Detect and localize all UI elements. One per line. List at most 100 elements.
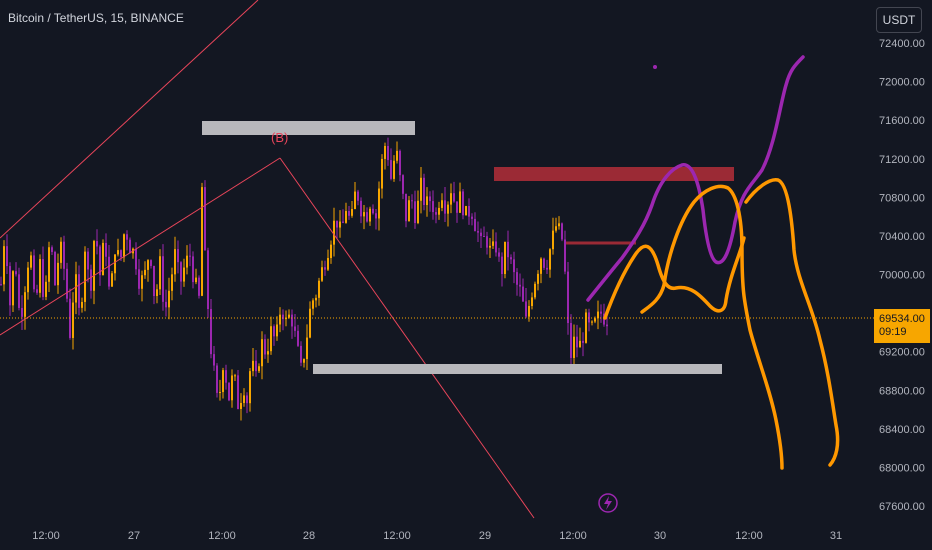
candle-body — [321, 267, 323, 281]
candle-body — [477, 231, 479, 233]
currency-button[interactable]: USDT — [876, 7, 922, 33]
trendline-down[interactable] — [279, 157, 535, 519]
candle-body — [414, 201, 416, 224]
symbol-title[interactable]: Bitcoin / TetherUS, 15, BINANCE — [8, 11, 184, 25]
candle-body — [90, 269, 92, 291]
x-tick-label: 31 — [830, 530, 842, 542]
orange-projection-path-2[interactable] — [640, 184, 784, 470]
candle-body — [210, 309, 212, 355]
candle-body — [369, 208, 371, 222]
candle-body — [522, 286, 524, 302]
candle-body — [492, 241, 494, 246]
red-box[interactable] — [494, 167, 734, 181]
orange-projection-path-1[interactable] — [603, 236, 746, 320]
candle-body — [558, 223, 560, 227]
candle-body — [495, 241, 497, 253]
candle-body — [261, 339, 263, 367]
candle-body — [285, 317, 287, 320]
candle-body — [51, 247, 53, 252]
current-price-value: 69534.00 — [879, 313, 925, 325]
candle-body — [543, 258, 545, 268]
candle-body — [555, 226, 557, 231]
candle-body — [432, 201, 434, 213]
candle-body — [576, 336, 578, 348]
y-tick-label: 68400.00 — [879, 424, 925, 436]
candle-body — [114, 254, 116, 274]
purple-projection-path[interactable] — [586, 55, 805, 302]
candle-body — [177, 249, 179, 263]
candle-body — [306, 337, 308, 360]
drawings-layer — [0, 0, 874, 519]
candle-body — [99, 246, 101, 276]
candle-body — [18, 274, 20, 308]
candle-body — [9, 266, 11, 306]
candle-body — [345, 211, 347, 223]
y-tick-label: 68800.00 — [879, 385, 925, 397]
candle-body — [96, 241, 98, 247]
wave-label[interactable]: (B) — [271, 130, 288, 145]
candle-body — [165, 301, 167, 308]
candle-body — [123, 234, 125, 258]
lightning-icon[interactable] — [598, 493, 618, 513]
candle-body — [180, 262, 182, 282]
trendline-mid[interactable] — [0, 157, 281, 336]
candle-body — [270, 326, 272, 352]
candle-body — [237, 375, 239, 409]
candle-body — [453, 193, 455, 202]
y-tick-label: 70000.00 — [879, 270, 925, 282]
candle-body — [333, 220, 335, 245]
candle-body — [276, 324, 278, 337]
candle-body — [36, 289, 38, 293]
candle-body — [459, 191, 461, 213]
orange-projection-path-3[interactable] — [744, 178, 840, 467]
x-tick-label: 12:00 — [32, 530, 60, 542]
price-axis[interactable]: 67600.00 68000.00 68400.00 68800.00 69200.00… — [879, 38, 925, 513]
candle-body — [531, 297, 533, 307]
candle-body — [159, 256, 161, 290]
countdown-timer: 09:19 — [879, 326, 907, 338]
candle-body — [228, 382, 230, 401]
current-price-tag: 69534.00 09:19 — [874, 309, 930, 343]
candle-body — [135, 248, 137, 270]
candle-body — [450, 193, 452, 205]
candle-body — [411, 200, 413, 202]
candles-layer — [0, 137, 608, 421]
candle-body — [429, 196, 431, 202]
candle-body — [597, 311, 599, 319]
candle-body — [465, 206, 467, 216]
candle-body — [111, 273, 113, 287]
time-axis[interactable]: 12:00 27 12:00 28 12:00 29 12:00 30 12:00 31 — [32, 530, 842, 542]
candle-body — [357, 191, 359, 201]
trendline-upper[interactable] — [0, 0, 259, 239]
candle-body — [171, 274, 173, 291]
candle-body — [438, 207, 440, 215]
candle-body — [342, 221, 344, 223]
candle-body — [144, 269, 146, 276]
candle-body — [315, 297, 317, 301]
candle-body — [63, 241, 65, 269]
candle-body — [252, 360, 254, 372]
candle-body — [534, 283, 536, 298]
candle-body — [93, 241, 95, 291]
candle-body — [405, 193, 407, 222]
candle-body — [525, 301, 527, 317]
candle-body — [312, 300, 314, 309]
candle-body — [78, 274, 80, 308]
candle-body — [267, 351, 269, 355]
candle-body — [195, 277, 197, 283]
candle-body — [408, 200, 410, 222]
candle-body — [396, 150, 398, 161]
x-tick-label: 29 — [479, 530, 491, 542]
candle-body — [537, 273, 539, 284]
candle-body — [174, 249, 176, 275]
gray-box-top[interactable] — [202, 121, 415, 135]
candle-body — [48, 247, 50, 282]
candle-body — [288, 314, 290, 318]
candle-body — [0, 284, 2, 286]
gray-box-bottom[interactable] — [313, 364, 722, 374]
x-tick-label: 12:00 — [383, 530, 411, 542]
candle-body — [420, 177, 422, 201]
candle-body — [24, 292, 26, 317]
candle-body — [189, 255, 191, 257]
